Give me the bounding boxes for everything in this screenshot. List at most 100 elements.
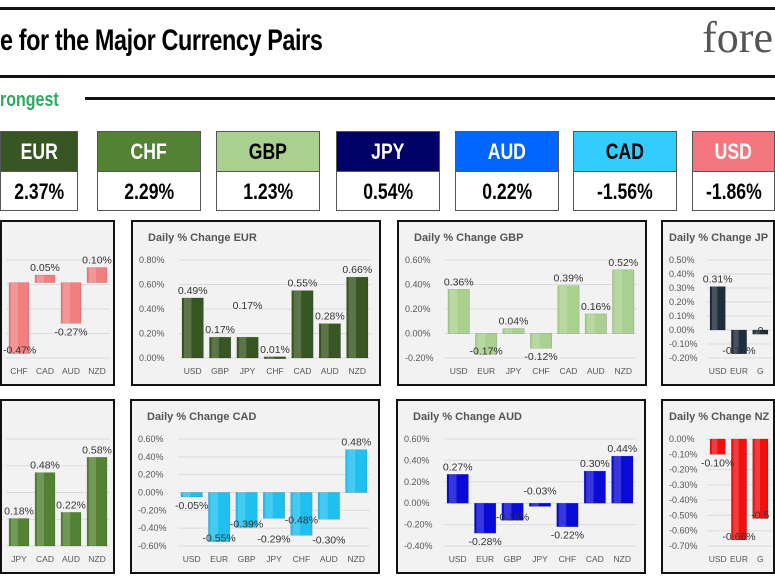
- bar-usd: [180, 492, 203, 498]
- y-tick-label: 0.00%: [138, 488, 164, 498]
- bar-chf: [264, 356, 286, 360]
- data-label: 0.10%: [82, 255, 112, 267]
- bar-highlight: [712, 439, 718, 455]
- chart-title: Daily % Change JP: [669, 232, 768, 244]
- data-label: 0.17%: [205, 324, 235, 336]
- x-tick-label: NZD: [88, 366, 105, 376]
- y-tick-label: -0.20%: [405, 353, 434, 363]
- x-tick-label: GBP: [504, 554, 522, 564]
- y-tick-label: 0.00%: [404, 498, 430, 508]
- bar-usd: [447, 289, 470, 334]
- bar-highlight: [210, 492, 218, 542]
- top-rule: [0, 7, 775, 10]
- change-value: 2.37%: [14, 179, 64, 204]
- chart-svg: Daily % Change EUR 0.00% 0.20% 0.40% 0.60% 0.…: [139, 232, 372, 376]
- x-tick-label: NZD: [88, 554, 105, 564]
- x-tick-label: AUD: [62, 554, 80, 564]
- chart-title: Daily % Change AUD: [413, 411, 522, 423]
- data-label: -0.05%: [175, 500, 208, 512]
- bar-highlight: [237, 492, 246, 528]
- data-label: 0.18%: [4, 505, 34, 517]
- bar-usd: [709, 438, 726, 455]
- x-tick-label: AUD: [320, 554, 338, 564]
- y-tick-label: 0.20%: [138, 470, 164, 480]
- x-tick-label: EUR: [730, 554, 748, 564]
- bar-highlight: [733, 330, 739, 354]
- data-label: 0.04%: [499, 316, 529, 328]
- chart-svg: Daily % Change JP -0.20% -0.10% 0.00% 0.10% 0…: [669, 232, 771, 376]
- bar-highlight: [586, 471, 594, 504]
- currency-change: 2.37%: [1, 172, 77, 212]
- bar-highlight: [89, 267, 96, 283]
- y-tick-label: 0.60%: [139, 280, 165, 290]
- chart-svg: Daily % Change NZ -0.70% -0.60% -0.50% -0.40…: [669, 411, 771, 564]
- currency-card-usd: USD -1.86%: [692, 131, 775, 211]
- change-value: -1.56%: [597, 179, 653, 204]
- data-label: 0.55%: [288, 278, 318, 290]
- data-label: -0.30%: [312, 534, 345, 546]
- y-tick-label: -0.40%: [404, 541, 433, 551]
- chart-eur: Daily % Change EUR 0.00% 0.20% 0.40% 0.60% 0.…: [131, 220, 381, 386]
- bar-highlight: [321, 323, 329, 358]
- y-tick-label: 0.20%: [404, 477, 430, 487]
- y-tick-label: -0.10%: [669, 449, 698, 459]
- currency-name: USD: [693, 132, 774, 172]
- section-rule: [85, 97, 775, 100]
- data-label: 0.01%: [260, 344, 290, 356]
- data-label: -0.16%: [496, 511, 529, 523]
- data-label: -0.22%: [551, 530, 584, 542]
- chart-svg: Daily % Change GBP -0.20% 0.00% 0.20% 0.40% 0…: [405, 232, 638, 376]
- x-tick-label: AUD: [321, 366, 339, 376]
- data-label: 0.44%: [607, 443, 637, 455]
- data-label: 0.16%: [581, 301, 611, 313]
- data-label: -0.27%: [54, 326, 87, 338]
- bar-chf: [556, 502, 579, 527]
- chart-svg: Daily % Change AUD -0.40% -0.20% 0.00% 0.20%…: [404, 411, 637, 564]
- y-tick-label: -0.10%: [669, 339, 698, 349]
- y-tick-label: -0.40%: [138, 523, 167, 533]
- bar-highlight: [11, 282, 18, 354]
- currency-card-jpy: JPY 0.54%: [336, 131, 440, 211]
- x-tick-label: JPY: [11, 554, 27, 564]
- bar-highlight: [11, 518, 18, 546]
- data-label: -0.28%: [469, 536, 502, 548]
- x-tick-label: USD: [183, 554, 201, 564]
- currency-change: -1.56%: [574, 172, 676, 212]
- y-tick-label: 0.40%: [669, 269, 695, 279]
- bar-highlight: [558, 503, 567, 527]
- data-label: 0.31%: [703, 274, 733, 286]
- y-tick-label: 0.30%: [669, 283, 695, 293]
- bar-cad: [34, 274, 56, 283]
- currency-card-aud: AUD 0.22%: [455, 131, 559, 211]
- data-label: 0.05%: [30, 262, 60, 274]
- y-tick-label: -0.60%: [669, 526, 698, 536]
- chart-title: Daily % Change GBP: [414, 232, 523, 244]
- bar-chf: [8, 282, 30, 354]
- chart-title: Daily % Change CAD: [147, 411, 256, 423]
- bar-g: [752, 329, 769, 335]
- x-tick-label: EUR: [730, 366, 748, 376]
- currency-change: 0.22%: [456, 172, 558, 212]
- data-label: 0.22%: [56, 499, 86, 511]
- y-tick-label: 0.60%: [138, 434, 164, 444]
- chart-svg: JPY CAD AUD NZD 0.18% 0.48% 0.22% 0.58%: [4, 438, 112, 564]
- change-value: 2.29%: [124, 179, 174, 204]
- change-value: 0.54%: [363, 179, 413, 204]
- currency-card-cad: CAD -1.56%: [573, 131, 677, 211]
- x-tick-label: NZD: [614, 554, 631, 564]
- x-tick-label: USD: [709, 366, 727, 376]
- bar-highlight: [532, 333, 540, 349]
- y-tick-label: 0.40%: [138, 452, 164, 462]
- data-label: 0.17%: [233, 300, 263, 312]
- x-tick-label: AUD: [587, 366, 605, 376]
- bar-aud: [60, 512, 82, 547]
- bar-eur: [208, 492, 231, 542]
- bar-cad: [557, 285, 580, 334]
- bar-highlight: [37, 472, 44, 546]
- data-label: 0.52%: [608, 257, 638, 269]
- x-tick-label: CAD: [293, 366, 311, 376]
- x-tick-label: GBP: [211, 366, 229, 376]
- bar-highlight: [712, 286, 718, 330]
- y-tick-label: 0.20%: [405, 304, 431, 314]
- bar-highlight: [504, 328, 513, 334]
